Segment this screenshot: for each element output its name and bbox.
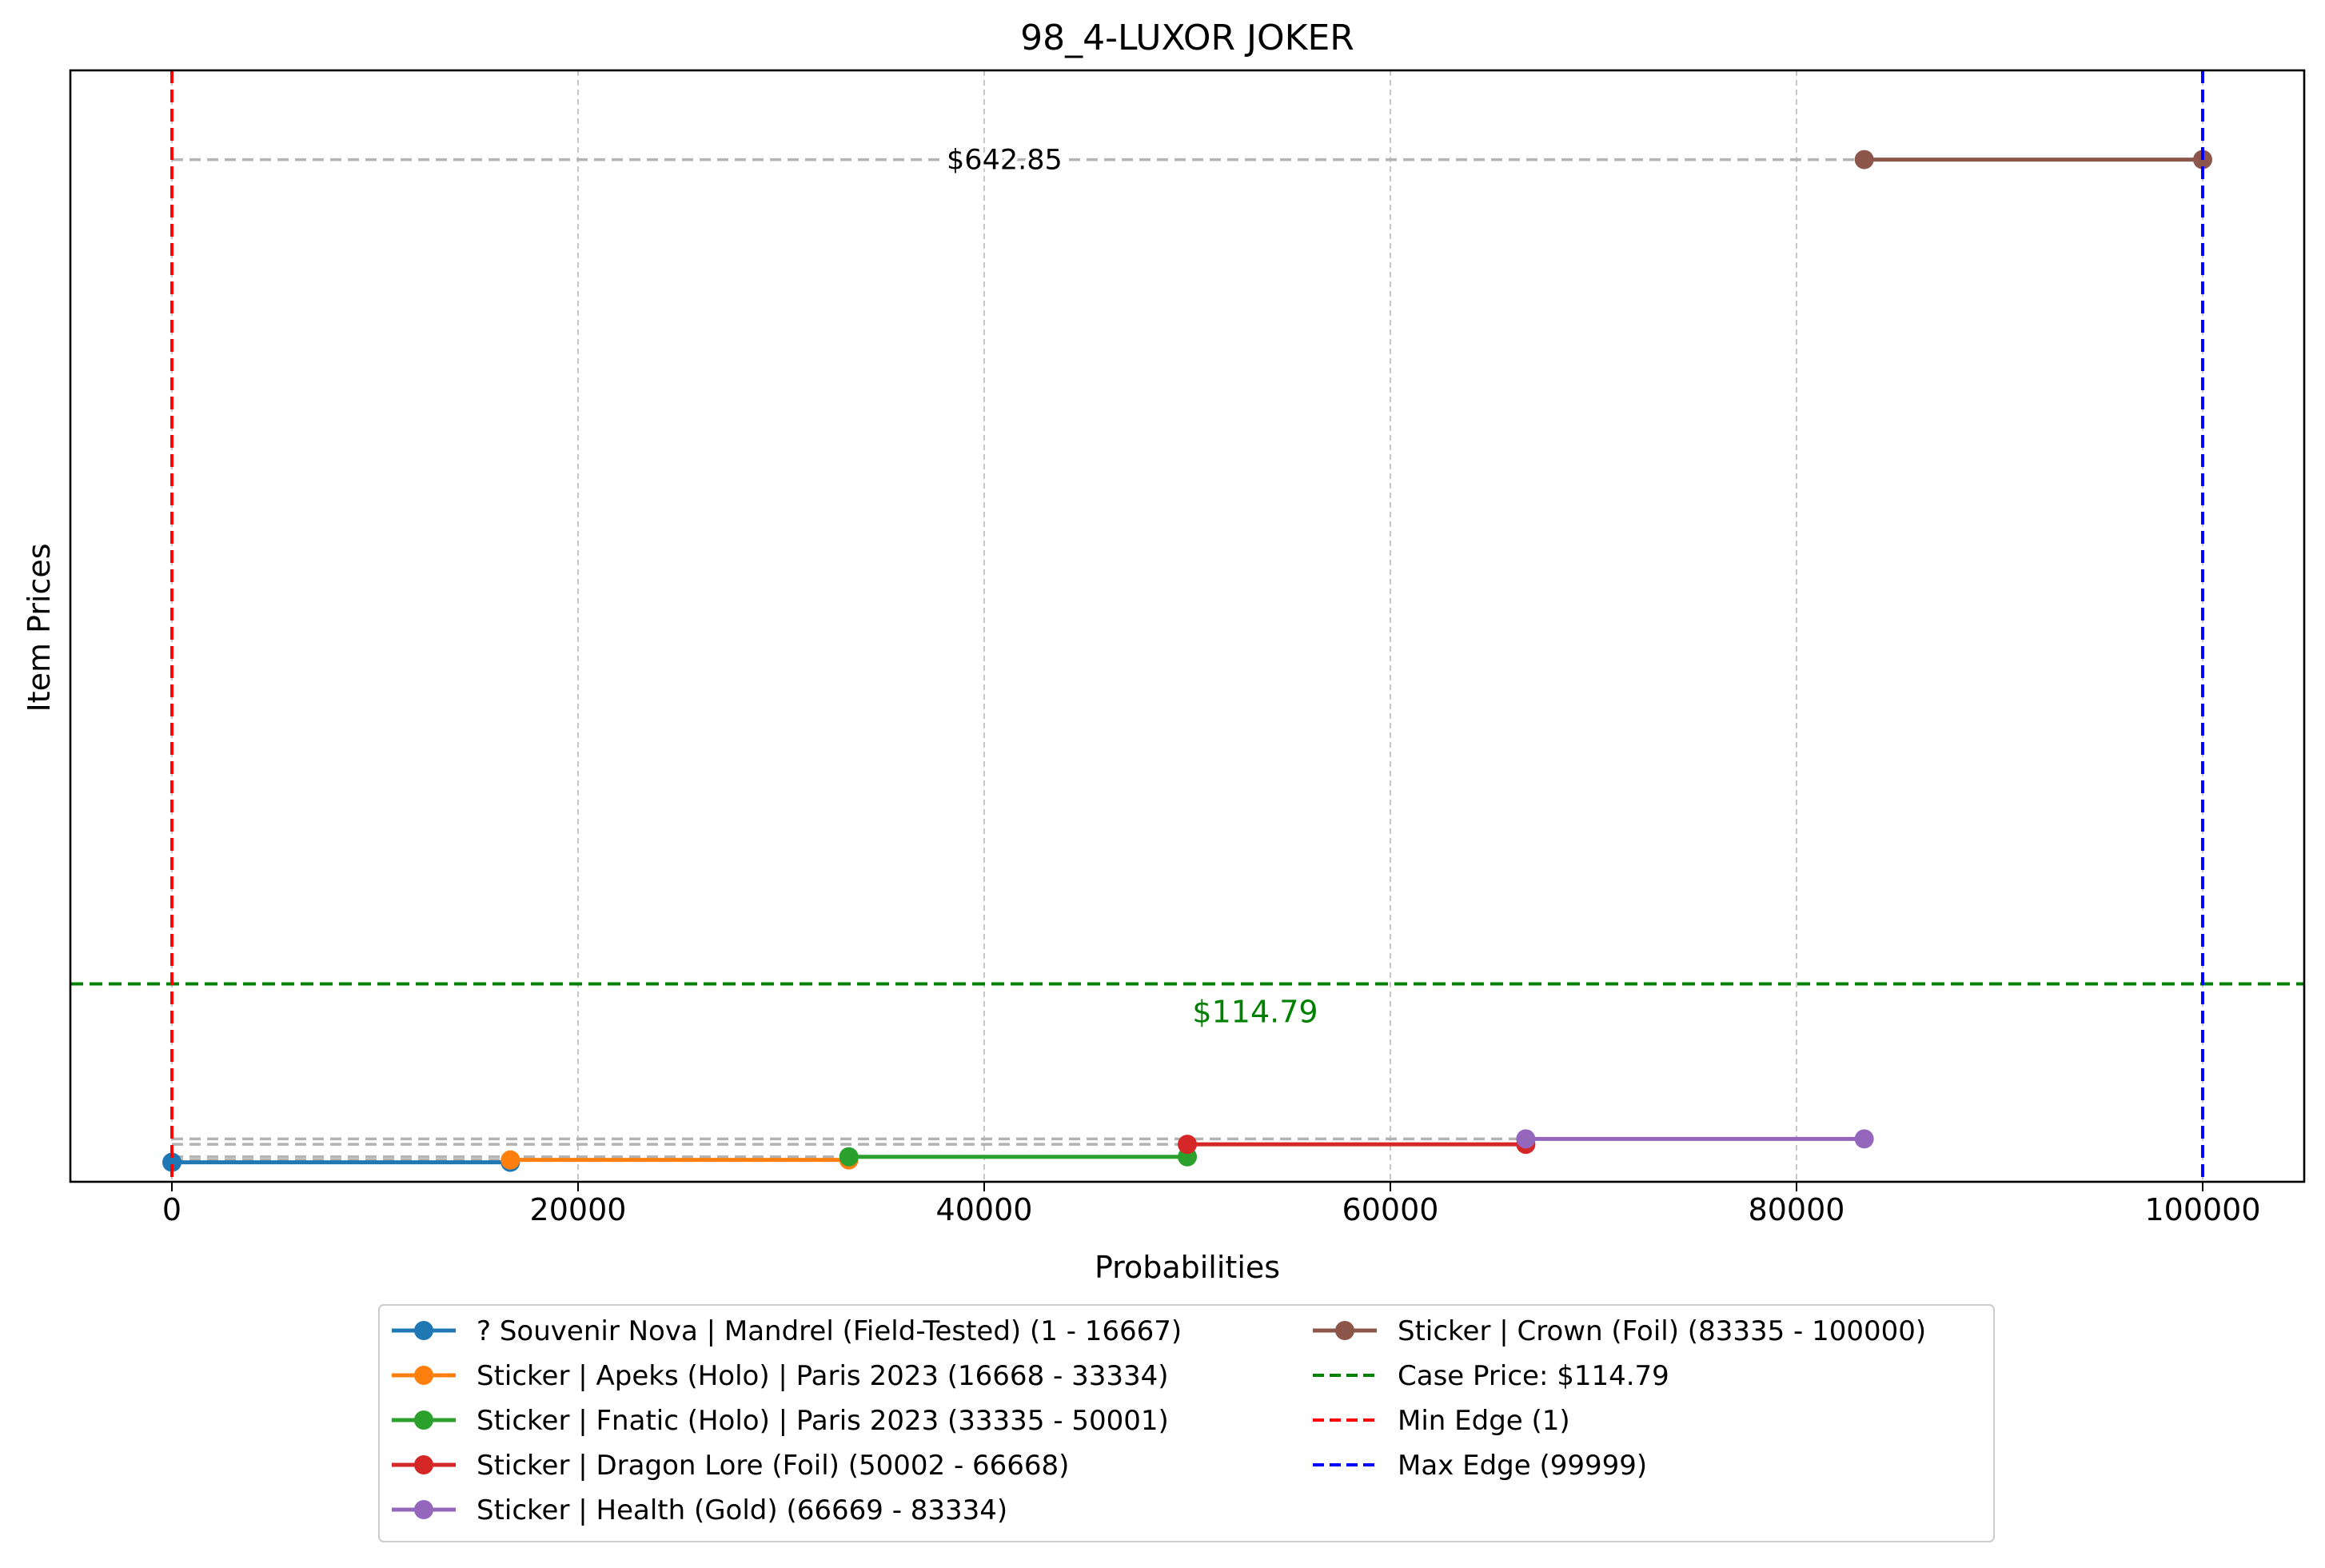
legend-box: [378, 1304, 1995, 1542]
legend-label: Min Edge (1): [1398, 1405, 1570, 1437]
legend-entry: Sticker | Dragon Lore (Foil) (50002 - 66…: [392, 1450, 1069, 1482]
legend-label: ? Souvenir Nova | Mandrel (Field-Tested)…: [477, 1315, 1182, 1347]
chart-title: 98_4-LUXOR JOKER: [1020, 18, 1354, 58]
legend-label: Case Price: $114.79: [1398, 1360, 1669, 1392]
legend: ? Souvenir Nova | Mandrel (Field-Tested)…: [378, 1304, 1995, 1542]
plot-frame: [69, 69, 2306, 1183]
legend-label: Sticker | Crown (Foil) (83335 - 100000): [1398, 1315, 1926, 1347]
legend-swatch-marker: [414, 1410, 433, 1430]
data-point: [162, 1152, 182, 1172]
legend-swatch-marker: [414, 1366, 433, 1385]
legend-swatch-marker: [414, 1321, 433, 1340]
legend-label: Sticker | Apeks (Holo) | Paris 2023 (166…: [477, 1360, 1169, 1392]
x-tick-label: 40000: [936, 1192, 1033, 1227]
x-tick-label: 100000: [2144, 1192, 2260, 1227]
legend-entry: Sticker | Crown (Foil) (83335 - 100000): [1313, 1315, 1926, 1347]
x-tick-label: 60000: [1342, 1192, 1439, 1227]
x-tick-label: 80000: [1749, 1192, 1845, 1227]
y-axis-label: Item Prices: [22, 543, 57, 712]
data-point: [1516, 1129, 1536, 1149]
data-point: [1854, 1129, 1874, 1149]
legend-swatch-marker: [414, 1455, 433, 1474]
data-point: [839, 1147, 859, 1167]
legend-entry: Sticker | Fnatic (Holo) | Paris 2023 (33…: [392, 1405, 1169, 1437]
legend-label: Sticker | Health (Gold) (66669 - 83334): [477, 1494, 1007, 1526]
legend-swatch-marker: [1335, 1321, 1354, 1340]
data-point: [1854, 150, 1874, 170]
legend-entry: Case Price: $114.79: [1313, 1360, 1669, 1392]
x-tick-label: 0: [162, 1192, 181, 1227]
annotation-layer: $642.85 $114.79: [943, 141, 1318, 1030]
axis-layer: 0 20000 40000 60000 80000 100000: [162, 1182, 2261, 1227]
legend-label: Sticker | Dragon Lore (Foil) (50002 - 66…: [477, 1450, 1069, 1482]
series-layer: [162, 150, 2212, 1172]
price-annotation: $642.85: [947, 145, 1063, 177]
legend-entry: Min Edge (1): [1313, 1405, 1570, 1437]
legend-swatch-marker: [414, 1500, 433, 1519]
edge-layer: [70, 70, 2304, 1182]
legend-entry: Sticker | Health (Gold) (66669 - 83334): [392, 1494, 1007, 1526]
guide-layer: [172, 158, 1864, 1164]
series-5: [1516, 1129, 1874, 1149]
legend-entry: ? Souvenir Nova | Mandrel (Field-Tested)…: [392, 1315, 1182, 1347]
legend-entry: Sticker | Apeks (Holo) | Paris 2023 (166…: [392, 1360, 1169, 1392]
data-point: [1178, 1135, 1198, 1155]
legend-label: Sticker | Fnatic (Holo) | Paris 2023 (33…: [477, 1405, 1169, 1437]
x-tick-label: 20000: [530, 1192, 627, 1227]
legend-label: Max Edge (99999): [1398, 1450, 1647, 1482]
case-price-annotation: $114.79: [1192, 994, 1318, 1029]
data-point: [500, 1150, 520, 1170]
x-axis-label: Probabilities: [1095, 1250, 1280, 1285]
legend-entry: Max Edge (99999): [1313, 1450, 1647, 1482]
